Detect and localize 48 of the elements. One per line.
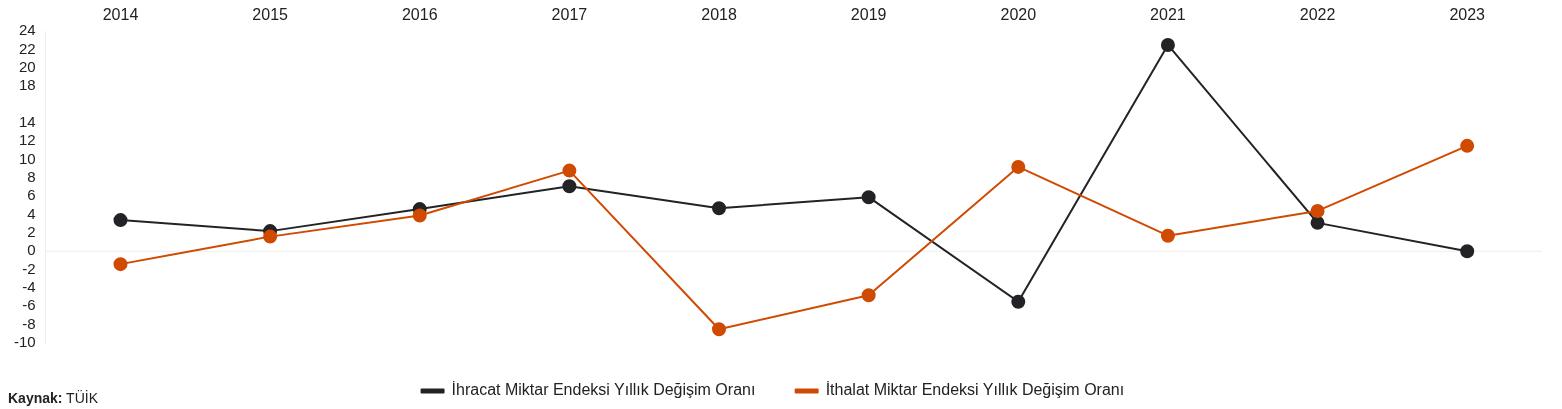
y-tick-label: -10: [13, 333, 36, 351]
y-tick-label: 22: [18, 39, 36, 57]
y-tick-label: 10: [18, 149, 36, 167]
point: [1011, 159, 1026, 174]
x-tick-label: 2019: [850, 6, 887, 24]
point: [1460, 244, 1475, 259]
point: [861, 288, 876, 303]
point: [861, 190, 876, 205]
point: [113, 257, 128, 272]
y-tick-label: 12: [18, 131, 36, 149]
point: [1011, 294, 1026, 309]
x-tick-label: 2022: [1299, 6, 1336, 24]
point: [712, 322, 727, 337]
point: [1160, 228, 1175, 243]
y-tick-label: 8: [27, 168, 36, 186]
point: [1460, 138, 1475, 153]
y-tick-label: 24: [18, 21, 36, 39]
y-tick-label: -6: [22, 296, 36, 314]
point: [263, 229, 278, 244]
x-tick-label: 2015: [252, 6, 289, 24]
point: [1310, 215, 1325, 230]
point: [113, 213, 128, 228]
point: [1310, 203, 1325, 218]
y-tick-label: 6: [27, 186, 36, 204]
y-tick-label: 20: [18, 58, 36, 76]
x-tick-label: 2021: [1150, 6, 1186, 24]
x-tick-label: 2018: [701, 6, 737, 24]
x-tick-label: 2016: [401, 6, 438, 24]
x-tick-label: 2023: [1449, 6, 1486, 24]
y-tick-label: 18: [18, 76, 36, 94]
y-tick-label: -4: [22, 278, 36, 296]
legend-label: İhracat Miktar Endeksi Yıllık Değişim Oranı: [451, 380, 756, 399]
point: [412, 208, 427, 223]
x-tick-label: 2020: [1000, 6, 1037, 24]
x-tick-label: 2017: [551, 6, 588, 24]
x-tick-label: 2014: [102, 6, 139, 24]
y-tick-label: 14: [18, 113, 36, 131]
y-tick-label: -8: [22, 314, 36, 332]
legend-label: İthalat Miktar Endeksi Yıllık Değişim Oranı: [825, 380, 1125, 399]
point: [562, 163, 577, 178]
y-tick-label: 4: [27, 204, 36, 222]
y-tick-label: 2: [27, 223, 36, 241]
point: [712, 201, 727, 216]
point: [562, 179, 577, 194]
point: [1160, 37, 1175, 52]
text: Kaynak: TÜİK: [8, 388, 99, 406]
y-tick-label: 0: [27, 241, 36, 259]
y-tick-label: -2: [22, 259, 36, 277]
